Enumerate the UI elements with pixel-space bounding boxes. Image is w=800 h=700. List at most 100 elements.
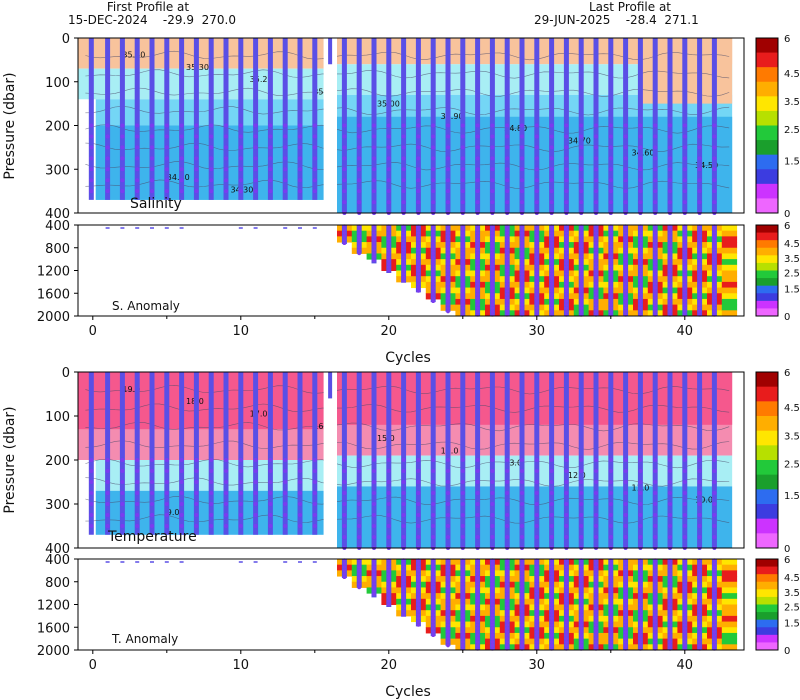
temp-sample-dot [505, 502, 510, 506]
temp-anomaly-dot [475, 626, 480, 631]
temp-anomaly-dot [549, 626, 554, 631]
temp-sample-dot [697, 513, 702, 517]
temp-sample-dot [490, 469, 495, 473]
temp-anomaly-dot [520, 609, 524, 614]
temp-anomaly-colorbar-label: 0 [784, 646, 790, 657]
sal-anomaly-dot [638, 251, 643, 256]
sal-anomaly-dot [653, 302, 657, 307]
temp-anomaly-colorbar-swatch [756, 596, 778, 605]
temp-anomaly-dot [549, 595, 554, 600]
sal-sample-dot [342, 156, 347, 161]
temp-anomaly-dot [549, 578, 554, 583]
sal-anomaly-dot [712, 234, 717, 239]
temp-anomaly-dot [416, 578, 421, 583]
temp-anomaly-dot [401, 578, 406, 583]
temp-sample-dot [475, 458, 480, 462]
temp-sample-dot [475, 524, 480, 528]
sal-anomaly-dot [461, 302, 465, 307]
temp-anomaly-dot [549, 606, 554, 610]
temp-anomaly-dot [653, 575, 657, 579]
temp-anomaly-dot [697, 602, 702, 607]
sal-sample-dot [668, 200, 672, 205]
sal-anomaly-dot [623, 244, 628, 249]
temp-contour-label: 17.0 [250, 409, 268, 418]
sal-anomaly-dot [712, 268, 717, 273]
sal-anomaly-dot [594, 282, 598, 286]
sal-anomaly-dot [475, 272, 480, 276]
sal-anomaly-dot [401, 275, 406, 280]
temp-sample-dot [150, 469, 154, 473]
sal-sample-dot [594, 178, 598, 183]
temp-anomaly-dot [697, 575, 702, 579]
temp-anomaly-dot [668, 630, 672, 634]
temp-sample-dot [342, 480, 347, 484]
temp-sample-dot [460, 502, 465, 506]
temp-sample-dot [638, 480, 643, 484]
temp-colorbar-label: 6 [784, 368, 790, 379]
sal-sample-dot [608, 156, 613, 161]
salinity-panel-label: Salinity [130, 196, 182, 212]
sal-sample-dot [224, 134, 228, 139]
sal-anomaly-dot [431, 282, 436, 286]
sal-anomaly-colorbar-swatch [756, 270, 778, 279]
sal-sample-dot [416, 167, 421, 172]
temp-anomaly-dot [668, 640, 672, 644]
sal-sample-dot [549, 134, 554, 139]
temp-sample-dot [520, 502, 524, 506]
sal-anomaly-dot [535, 289, 539, 293]
sal-sample-dot [564, 167, 569, 172]
temp-anomaly-cell [721, 598, 738, 605]
sal-anomaly-dot [475, 299, 480, 304]
sal-colorbar-swatch [756, 52, 778, 68]
sal-anomaly-dot [683, 302, 687, 307]
sal-x-tick-label: 30 [529, 324, 546, 339]
temp-anomaly-dot [490, 623, 495, 627]
sal-sample-dot [238, 123, 243, 128]
sal-anomaly-dot [357, 248, 362, 252]
sal-gap-marker [328, 38, 333, 65]
temp-anomaly-dot [431, 623, 436, 627]
sal-anomaly-dot [668, 292, 672, 297]
sal-sample-dot [475, 145, 480, 150]
temp-anomaly-dot [668, 565, 672, 569]
sal-sample-dot [475, 189, 480, 194]
temp-sample-dot [342, 524, 347, 528]
temp-anomaly-dot [653, 565, 657, 569]
temp-sample-dot [638, 513, 643, 517]
temp-sample-dot [594, 513, 598, 517]
temp-anomaly-dot [579, 565, 583, 569]
sal-anomaly-dot [653, 248, 657, 252]
sal-sample-dot [357, 145, 362, 150]
sal-anomaly-dot [387, 251, 391, 256]
sal-y-tick-label: 400 [45, 207, 70, 222]
sal-sample-dot [120, 145, 125, 150]
sal-anomaly-dot [431, 231, 436, 235]
sal-sample-dot [490, 189, 495, 194]
temp-sample-dot [594, 524, 598, 528]
sal-anomaly-dot [564, 292, 569, 297]
temp-sample-dot [549, 480, 554, 484]
temp-anomaly-dot [446, 571, 450, 576]
sal-anomaly-colorbar-swatch [756, 240, 778, 249]
sal-anomaly-dot [609, 292, 613, 297]
sal-anomaly-dot [668, 265, 672, 269]
temp-x-tick-label: 40 [677, 658, 694, 673]
sal-anomaly-dot [579, 292, 583, 297]
temp-contour-label: 13.0 [504, 459, 522, 468]
temp-contour-label: 19.0 [122, 385, 140, 394]
sal-sample-dot [120, 178, 125, 183]
sal-anomaly-dot [431, 278, 436, 283]
sal-anomaly-dot [653, 258, 657, 263]
sal-anomaly-dot [535, 234, 539, 239]
sal-sample-dot [534, 178, 539, 183]
sal-anomaly-dot [683, 296, 687, 300]
sal-anomaly-dot [549, 289, 554, 293]
sal-anomaly-dot [609, 258, 613, 263]
sal-anomaly-dot [505, 231, 510, 235]
temp-sample-dot [460, 535, 465, 539]
sal-anomaly-dot [401, 268, 406, 273]
sal-sample-dot [283, 178, 288, 183]
sal-anomaly-dot [416, 234, 421, 239]
temp-anomaly-dot [594, 643, 598, 648]
temp-anomaly-dot [623, 626, 628, 631]
